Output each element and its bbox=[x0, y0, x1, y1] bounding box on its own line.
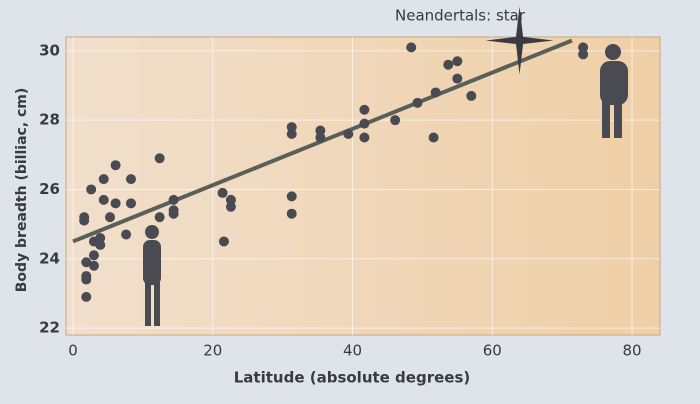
point bbox=[359, 118, 370, 129]
point bbox=[105, 212, 116, 223]
x-tick-label: 20 bbox=[203, 342, 222, 360]
point bbox=[79, 212, 90, 223]
point bbox=[452, 56, 463, 67]
x-tick-label: 0 bbox=[68, 342, 78, 360]
point bbox=[406, 42, 417, 53]
y-tick-label: 30 bbox=[39, 41, 60, 59]
point bbox=[86, 184, 97, 195]
x-tick-label: 80 bbox=[623, 342, 642, 360]
point bbox=[81, 257, 92, 268]
y-tick-label: 22 bbox=[39, 319, 60, 337]
point bbox=[88, 260, 99, 271]
x-axis-label: Latitude (absolute degrees) bbox=[234, 369, 470, 387]
y-axis-label: Body breadth (billiac, cm) bbox=[14, 88, 30, 293]
point bbox=[168, 208, 179, 219]
point bbox=[154, 153, 165, 164]
point bbox=[578, 49, 589, 60]
x-tick-label: 60 bbox=[483, 342, 502, 360]
x-tick-label: 40 bbox=[343, 342, 362, 360]
point bbox=[443, 59, 454, 70]
y-tick-label: 26 bbox=[39, 180, 60, 198]
point bbox=[98, 174, 109, 185]
point bbox=[125, 174, 136, 185]
point bbox=[81, 271, 92, 282]
point bbox=[225, 194, 236, 205]
point bbox=[121, 229, 132, 240]
point bbox=[359, 104, 370, 115]
point bbox=[359, 132, 370, 143]
point bbox=[81, 291, 92, 302]
star-point bbox=[485, 6, 554, 75]
human-silhouette bbox=[600, 44, 628, 138]
point bbox=[286, 208, 297, 219]
point bbox=[343, 129, 354, 140]
plot-area bbox=[65, 36, 661, 336]
point bbox=[390, 115, 401, 126]
point bbox=[428, 132, 439, 143]
point bbox=[315, 125, 326, 136]
point bbox=[110, 198, 121, 209]
marks bbox=[72, 6, 589, 302]
y-tick-label: 28 bbox=[39, 111, 60, 129]
point bbox=[430, 87, 441, 98]
point bbox=[95, 232, 106, 243]
point bbox=[412, 97, 423, 108]
point bbox=[154, 212, 165, 223]
point bbox=[578, 42, 589, 53]
point bbox=[125, 198, 136, 209]
point bbox=[88, 250, 99, 261]
human-silhouette bbox=[143, 225, 161, 326]
point bbox=[110, 160, 121, 171]
point bbox=[95, 239, 106, 250]
point bbox=[218, 236, 229, 247]
point bbox=[286, 191, 297, 202]
point bbox=[286, 129, 297, 140]
point bbox=[217, 187, 228, 198]
point bbox=[286, 122, 297, 133]
point bbox=[225, 201, 236, 212]
annotation: Neandertals: star bbox=[395, 7, 526, 25]
point bbox=[466, 90, 477, 101]
point bbox=[98, 194, 109, 205]
point bbox=[452, 73, 463, 84]
point bbox=[315, 132, 326, 143]
point bbox=[168, 194, 179, 205]
y-tick-label: 24 bbox=[39, 249, 60, 267]
